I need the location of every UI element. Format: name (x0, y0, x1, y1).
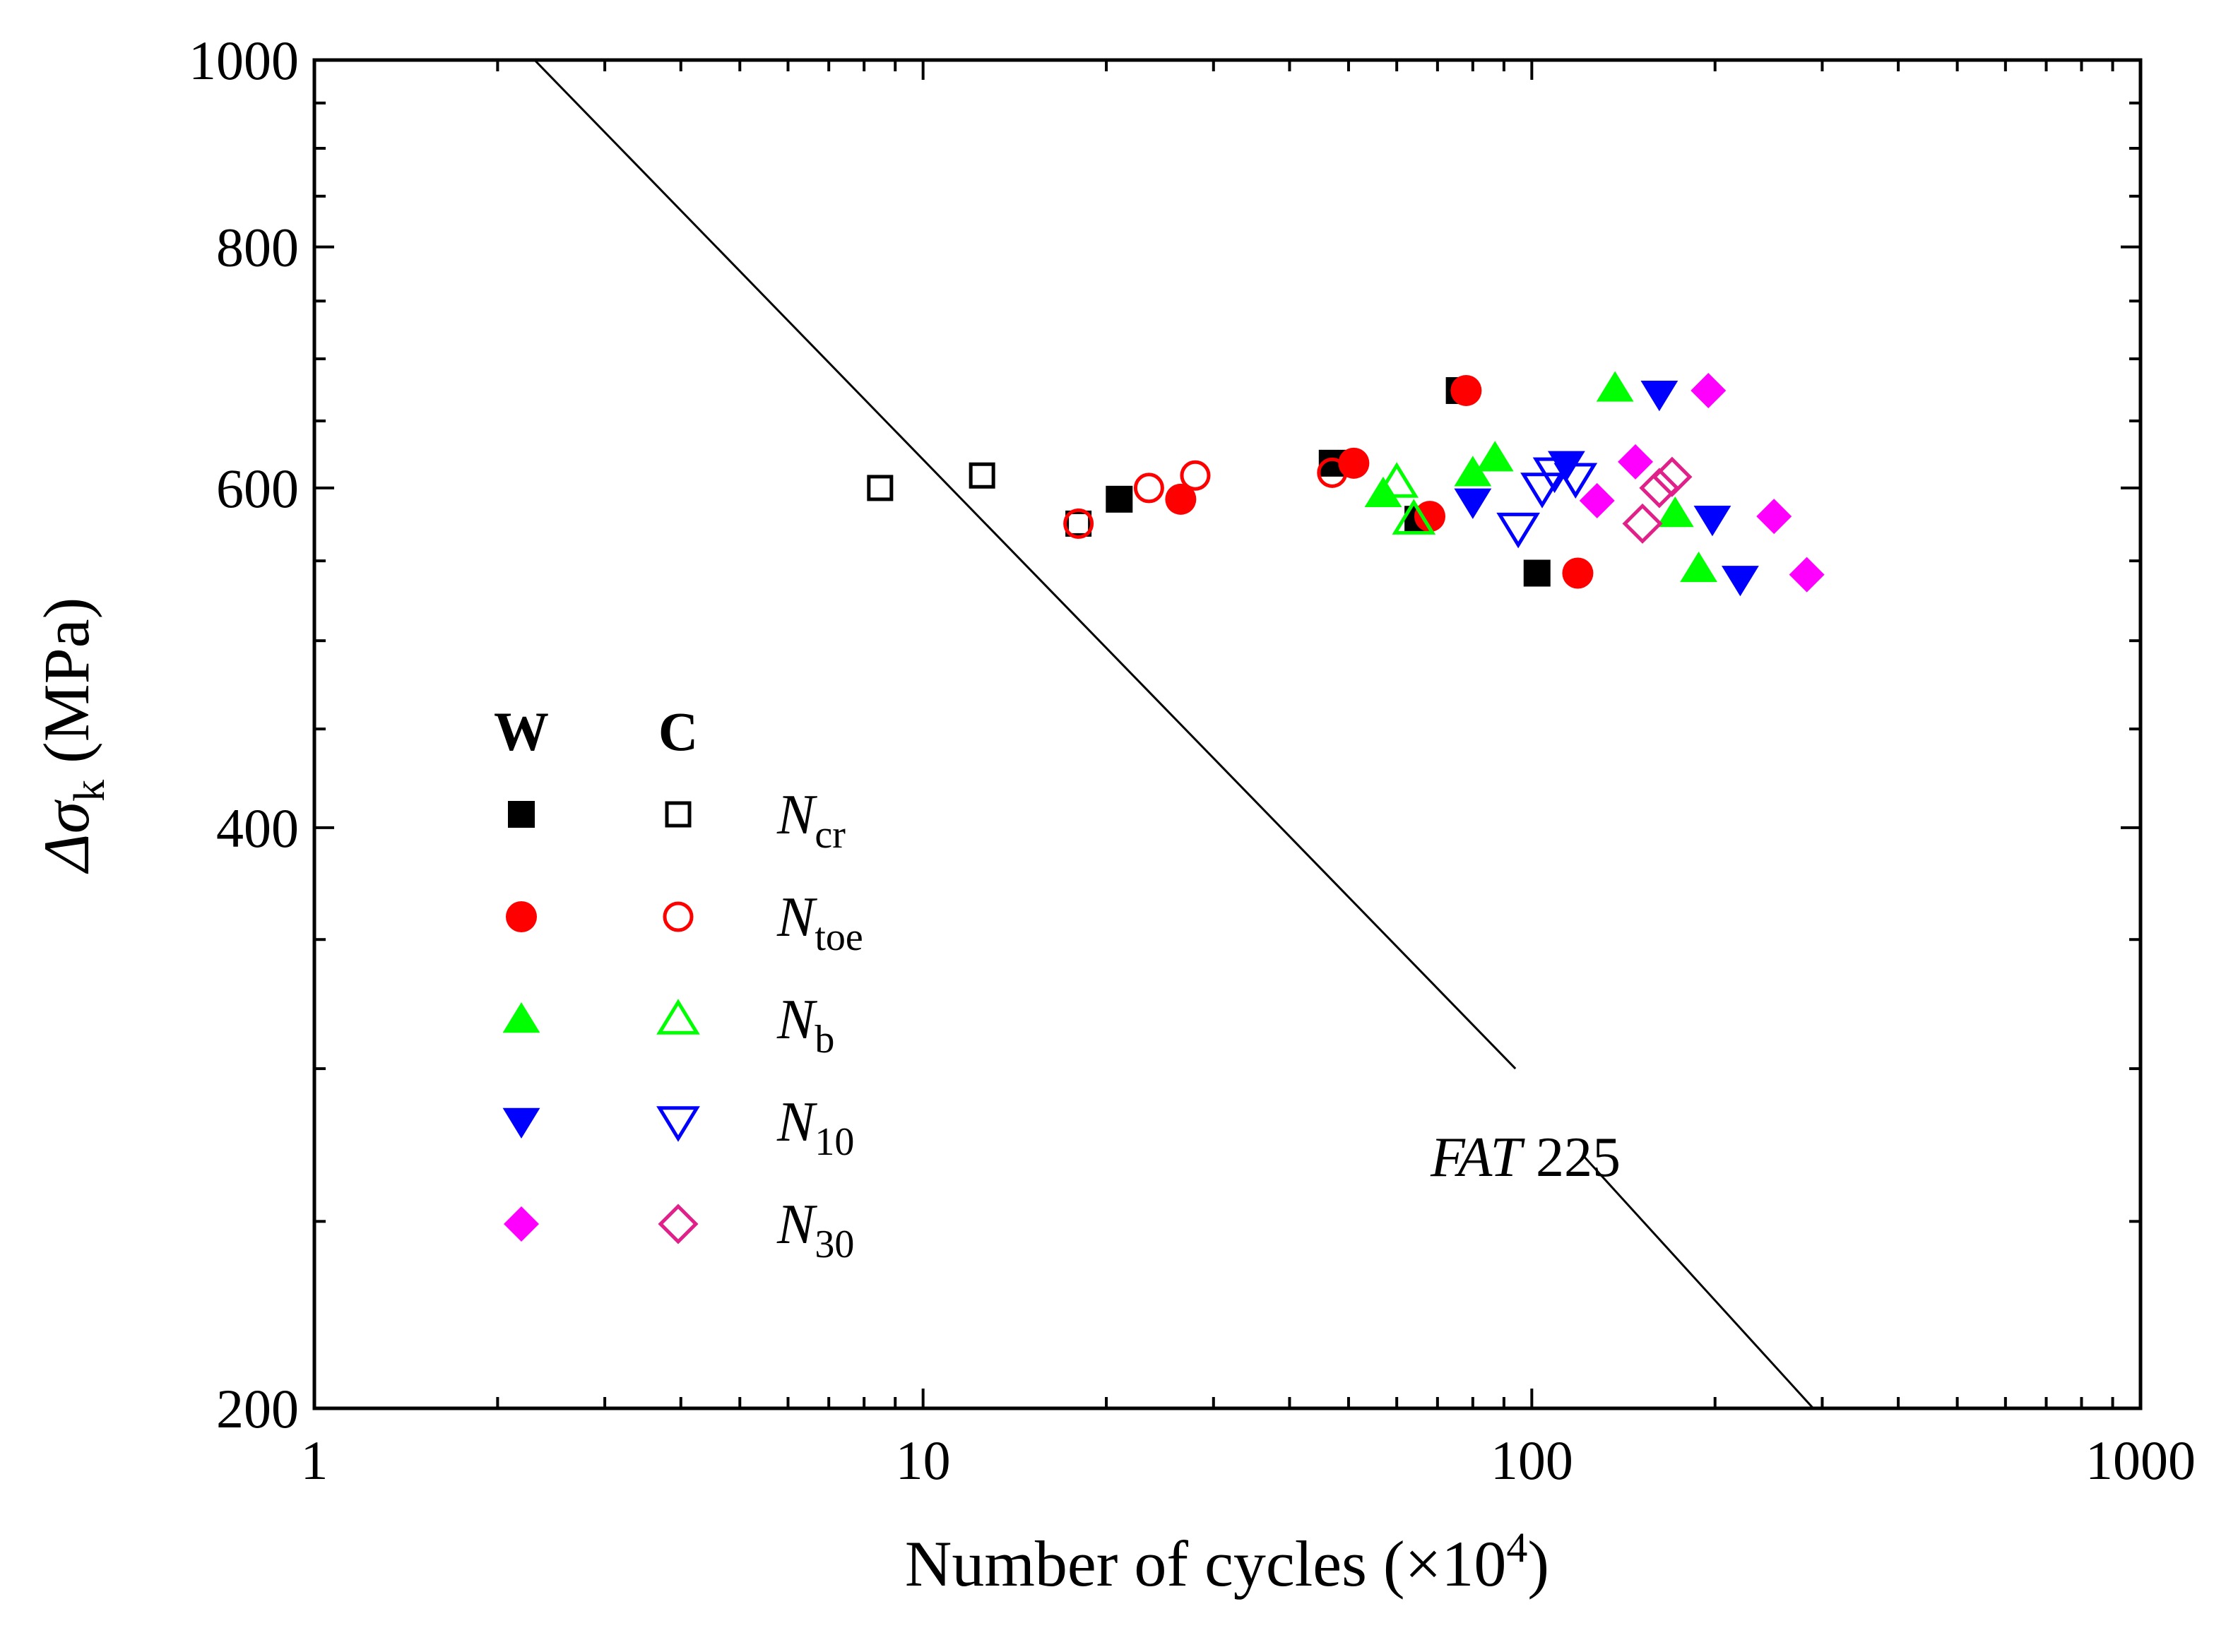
n-v30-c-point (1652, 456, 1693, 497)
n-cr-c-point (1065, 510, 1092, 537)
n-b-w-point (1596, 371, 1634, 402)
fat-reference-line (533, 59, 1814, 1410)
y-tick-label: 600 (216, 458, 299, 519)
n-v10-c-point (1553, 463, 1598, 499)
legend-marker-w (506, 901, 537, 932)
fat-line-lower-segment (1583, 1156, 1814, 1410)
n-b-w-point (1364, 476, 1402, 508)
data-markers (867, 371, 1825, 597)
legend-marker-w (504, 1206, 539, 1242)
n-toe-c-point (1180, 460, 1211, 491)
fat-line-upper-segment (533, 59, 1517, 1070)
n-v10-w-point (1640, 381, 1678, 412)
legend-marker-c (656, 999, 700, 1035)
legend-header-c: C (658, 701, 698, 762)
n-b-w-point (1454, 456, 1492, 487)
n-v30-w-point (1789, 557, 1825, 593)
legend-marker-w (502, 1002, 540, 1033)
n-v30-w-point (1756, 499, 1792, 535)
legend-marker-w (502, 1107, 540, 1139)
n-toe-w-point (1562, 557, 1594, 589)
n-v30-w-point (1691, 372, 1727, 408)
n-v10-c-point (1520, 473, 1564, 509)
plot-area-frame (312, 58, 2143, 1410)
n-cr-w-point (1523, 559, 1551, 587)
n-v10-w-point (1721, 566, 1759, 597)
n-b-c-point (1375, 462, 1419, 498)
n-b-c-point (1392, 499, 1436, 535)
n-v30-w-point (1618, 444, 1654, 480)
axis-ticks (313, 59, 2142, 1410)
y-tick-label: 800 (216, 217, 299, 278)
n-toe-w-point (1450, 374, 1482, 406)
n-v10-w-point (1693, 506, 1731, 537)
x-tick-label: 1000 (2085, 1430, 2196, 1491)
n-toe-w-point (1414, 501, 1446, 533)
n-v30-c-point (1622, 503, 1663, 544)
y-tick-label: 400 (216, 797, 299, 859)
n-v10-w-point (1454, 488, 1492, 519)
legend-label-n-toe: Ntoe (776, 886, 863, 959)
y-axis-title-subscript: k (66, 780, 114, 802)
legend-marker-c (665, 801, 692, 828)
legend-label-n-b: Nb (776, 989, 834, 1062)
y-axis-title: Δσk (MPa) (30, 598, 114, 874)
x-tick-label: 100 (1491, 1430, 1573, 1491)
legend-label-n-30: N30 (776, 1194, 854, 1266)
n-b-w-point (1656, 497, 1694, 528)
y-tick-label: 1000 (189, 30, 299, 91)
legend-marker-c (656, 1106, 700, 1142)
legend-header-w: W (494, 701, 549, 762)
n-v30-w-point (1579, 482, 1615, 518)
x-tick-label: 1 (301, 1430, 328, 1491)
n-toe-c-point (1317, 457, 1348, 488)
x-axis-title-superscript: 4 (1506, 1524, 1527, 1571)
legend-marker-c (658, 1204, 699, 1244)
n-toe-c-point (1133, 473, 1164, 504)
n-cr-c-point (867, 475, 894, 501)
legend-marker-c (663, 901, 694, 932)
x-tick-label: 10 (896, 1430, 951, 1491)
tick-labels: 1 10 100 1000 200 400 600 800 1000 (189, 30, 2196, 1491)
legend-label-n-10: N10 (776, 1091, 854, 1164)
n-v10-c-point (1496, 512, 1540, 549)
n-v30-c-point (1639, 468, 1680, 509)
n-b-w-point (1680, 551, 1717, 583)
fat-annotation: FAT 225 (1430, 1127, 1621, 1189)
n-toe-c-point (1063, 508, 1094, 539)
legend-label-n-cr: Ncr (776, 784, 846, 857)
legend-markers (502, 801, 700, 1244)
n-cr-w-point (1106, 485, 1133, 513)
n-cr-c-point (969, 462, 995, 489)
x-axis-title: Number of cycles (×104) (905, 1524, 1549, 1600)
n-b-w-point (1476, 441, 1514, 472)
y-tick-label: 200 (216, 1378, 299, 1439)
legend-marker-w (508, 801, 535, 828)
n-toe-w-point (1165, 483, 1197, 515)
legend: W C Ncr Ntoe Nb N10 N30 (494, 701, 863, 1266)
